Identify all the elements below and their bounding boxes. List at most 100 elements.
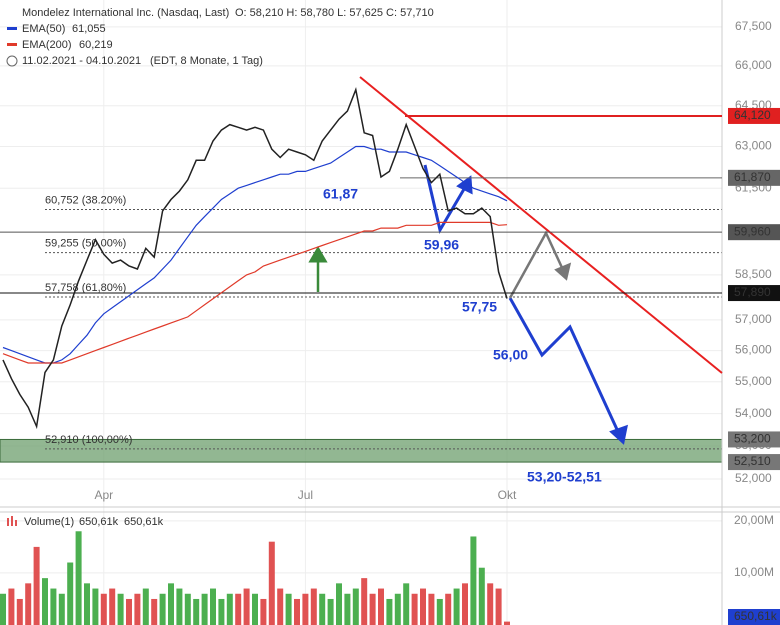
volume-bar xyxy=(0,593,6,625)
volume-bar xyxy=(142,588,149,625)
volume-bar xyxy=(285,593,292,625)
level-label: 57,890 xyxy=(734,285,771,299)
volume-bar xyxy=(504,621,510,625)
volume-title: Volume(1) xyxy=(24,516,74,528)
x-tick-label: Apr xyxy=(94,488,113,502)
volume-last-label: 650,61k xyxy=(734,609,778,623)
volume-bar xyxy=(352,588,359,625)
arrowhead xyxy=(554,262,572,281)
chart-title: Mondelez International Inc. (Nasdaq, Las… xyxy=(22,7,229,19)
volume-bar xyxy=(336,583,342,625)
volume-bar xyxy=(420,588,426,625)
fib-label: 60,752 (38.20%) xyxy=(45,194,126,206)
y-tick-label: 63,000 xyxy=(735,139,772,153)
volume-bar xyxy=(462,583,468,625)
y-tick-label: 52,000 xyxy=(735,471,772,485)
fib-label: 57,758 (61,80%) xyxy=(45,282,126,294)
under-layer: 60,752 (38.20%) 59,255 (50,00%) 57,758 (61… xyxy=(0,0,723,625)
volume-bar xyxy=(487,583,494,625)
annotation: 61,87 xyxy=(323,186,358,202)
volume-bar xyxy=(268,541,275,625)
level-tag xyxy=(728,285,780,302)
y-tick-label: 56,000 xyxy=(735,343,772,357)
volume-bar xyxy=(470,536,477,625)
annotation: 57,75 xyxy=(462,299,497,315)
volume-bar xyxy=(184,593,191,625)
annotation: 56,00 xyxy=(493,347,528,363)
volume-bar xyxy=(235,593,242,625)
volume-bar xyxy=(436,598,443,625)
legend-name: EMA(200) xyxy=(22,39,72,51)
level-label: 64,120 xyxy=(734,108,771,122)
volume-bar xyxy=(344,593,351,625)
fib-label: 59,255 (50,00%) xyxy=(45,238,126,250)
period: (EDT, 8 Monate, 1 Tag) xyxy=(150,55,263,67)
volume-bar xyxy=(168,583,174,625)
volume-bar xyxy=(428,593,435,625)
volume-bar xyxy=(50,588,57,625)
level-label: 52,510 xyxy=(734,454,771,468)
volume-bar xyxy=(294,598,300,625)
volume-bar xyxy=(193,598,200,625)
volume-bar xyxy=(243,588,250,625)
annotation: 59,96 xyxy=(424,237,459,253)
volume-bar xyxy=(134,593,141,625)
volume-bar xyxy=(25,583,32,625)
fib-label: 52,910 (100,00%) xyxy=(45,434,132,446)
volume-bar xyxy=(176,588,183,625)
volume-bar xyxy=(277,588,284,625)
trend-line xyxy=(359,76,723,374)
volume-bar xyxy=(260,598,267,625)
y-tick-label: 54,000 xyxy=(735,406,772,420)
x-tick-label: Okt xyxy=(498,488,517,502)
y-tick-label: 20,00M xyxy=(734,513,774,527)
projections xyxy=(308,164,628,445)
ema-line xyxy=(2,145,508,364)
level-tag xyxy=(728,169,780,186)
blue-path xyxy=(423,164,469,235)
volume-bar xyxy=(310,588,317,625)
volume-icon xyxy=(15,520,17,526)
price-line xyxy=(2,87,508,430)
y-tick-label: 57,000 xyxy=(735,312,772,326)
volume-bar xyxy=(117,593,124,625)
volume-bar xyxy=(478,567,485,625)
volume-bar xyxy=(226,593,233,625)
quote: O: 58,210 H: 58,780 L: 57,625 C: 57,710 xyxy=(235,7,434,19)
volume-bar xyxy=(109,588,116,625)
ema-line xyxy=(2,221,508,364)
volume-bar xyxy=(75,531,82,625)
y-tick-label: 67,500 xyxy=(735,19,772,33)
volume-bar xyxy=(159,593,166,625)
date-range: 11.02.2021 - 04.10.2021 xyxy=(22,55,141,67)
level-label: 59,960 xyxy=(734,224,771,238)
volume-bar xyxy=(100,593,107,625)
volume-bar xyxy=(16,598,23,625)
volume-value: 650,61k xyxy=(124,516,164,528)
legend-value: 61,055 xyxy=(72,23,106,35)
annotation: 53,20-52,51 xyxy=(527,469,602,485)
arrowhead xyxy=(308,246,328,263)
volume-bar xyxy=(210,588,216,625)
clock-icon xyxy=(6,55,18,67)
volume-bar xyxy=(403,583,410,625)
volume-icon xyxy=(11,516,13,526)
volume-bar xyxy=(378,588,384,625)
volume-bar xyxy=(327,598,334,625)
y-tick-label: 58,500 xyxy=(735,267,772,281)
volume-bar xyxy=(67,562,74,625)
arrowhead xyxy=(609,424,628,445)
volume-bar xyxy=(8,588,15,625)
x-tick-label: Jul xyxy=(298,488,313,502)
volume-bar xyxy=(386,598,393,625)
volume-bar xyxy=(495,588,502,625)
volume-bar xyxy=(369,593,376,625)
legend-swatch xyxy=(7,43,17,46)
volume-bar xyxy=(218,598,225,625)
volume-bar xyxy=(126,598,132,625)
gray-path xyxy=(508,230,566,299)
volume-bar xyxy=(84,583,90,625)
level-tag xyxy=(728,454,780,471)
